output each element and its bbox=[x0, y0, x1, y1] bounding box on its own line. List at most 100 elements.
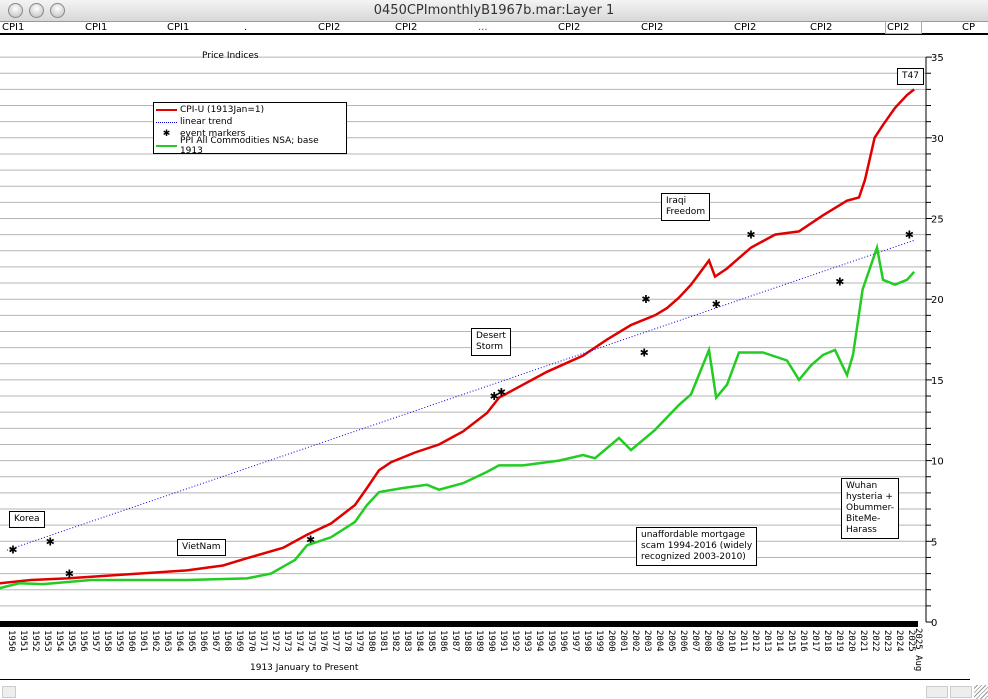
x-tick-label: 1965 bbox=[186, 630, 196, 652]
event-marker: ✱ bbox=[46, 535, 55, 548]
x-tick-label: 1960 bbox=[126, 630, 136, 652]
event-marker: ✱ bbox=[746, 229, 755, 242]
series-tab[interactable]: . bbox=[244, 22, 248, 33]
event-marker: ✱ bbox=[640, 346, 649, 359]
x-axis-bar bbox=[0, 621, 918, 627]
x-tick-label: 1986 bbox=[438, 630, 448, 652]
x-tick-label: 2020 bbox=[846, 630, 856, 652]
legend-label: CPI-U (1913Jan=1) bbox=[180, 105, 265, 115]
x-tick-label: 1979 bbox=[354, 630, 364, 652]
x-tick-label: 1984 bbox=[414, 630, 424, 652]
series-tab[interactable]: CPI1 bbox=[85, 22, 108, 33]
x-tick-label: 1991 bbox=[498, 630, 508, 652]
legend-item-markers: ✱ event markers bbox=[162, 129, 246, 139]
x-tick-label: 1993 bbox=[522, 630, 532, 652]
event-marker: ✱ bbox=[8, 543, 17, 556]
event-marker: ✱ bbox=[905, 229, 914, 242]
x-tick-label: 1988 bbox=[462, 630, 472, 652]
legend-item-trend: linear trend bbox=[156, 116, 344, 128]
series-tab[interactable]: CPI2 bbox=[810, 22, 833, 33]
resize-grip-icon[interactable] bbox=[974, 685, 988, 699]
annotation-iraqi-freedom: Iraqi Freedom bbox=[661, 193, 711, 221]
x-tick-label: 2008 bbox=[702, 630, 712, 652]
x-tick-label: 1958 bbox=[102, 630, 112, 652]
series-tab[interactable]: CPI2 bbox=[885, 21, 923, 34]
y-tick-label: 20 bbox=[931, 295, 944, 306]
x-tick-label: 1995 bbox=[546, 630, 556, 652]
x-tick-label: 2017 bbox=[810, 630, 820, 652]
x-tick-label: 1994 bbox=[534, 630, 544, 652]
x-tick-label: 1971 bbox=[258, 630, 268, 652]
x-tick-label: 2013 bbox=[762, 630, 772, 652]
series-bar: CPI1 CPI1 CPI1. CPI2 CPI2... CPI2 CPI2 CPI2 CPI2… bbox=[0, 21, 988, 35]
divider bbox=[0, 679, 970, 680]
series-tab[interactable]: CPI2 bbox=[395, 22, 418, 33]
x-tick-label: 1974 bbox=[294, 630, 304, 652]
legend-item-ppi: PPI All Commodities NSA; base 1913 bbox=[156, 136, 344, 156]
series-line-1 bbox=[6, 239, 915, 551]
series-tab[interactable]: CPI2 bbox=[734, 22, 757, 33]
event-marker: ✱ bbox=[490, 390, 499, 403]
y-tick-label: 10 bbox=[931, 457, 944, 468]
x-axis-title: 1913 January to Present bbox=[250, 663, 359, 673]
x-tick-label: 1957 bbox=[90, 630, 100, 652]
x-tick-label: 2012 bbox=[750, 630, 760, 652]
x-tick-label: 2011 bbox=[738, 630, 748, 652]
x-tick-label: 2015 bbox=[786, 630, 796, 652]
event-marker: ✱ bbox=[306, 534, 315, 547]
series-tab[interactable]: CPI1 bbox=[2, 22, 25, 33]
x-tick-label: 1989 bbox=[474, 630, 484, 652]
x-tick-label: 1983 bbox=[402, 630, 412, 652]
y-tick-label: 0 bbox=[931, 618, 937, 629]
x-tick-label: 2000 bbox=[606, 630, 616, 652]
annotation-desert-storm: Desert Storm bbox=[471, 328, 511, 356]
horizontal-scrollbar[interactable] bbox=[2, 686, 16, 698]
x-tick-label: 1978 bbox=[342, 630, 352, 652]
x-tick-label: 1998 bbox=[582, 630, 592, 652]
series-tab[interactable]: ... bbox=[478, 22, 488, 33]
x-tick-label: 1964 bbox=[174, 630, 184, 652]
event-marker: ✱ bbox=[65, 568, 74, 581]
x-tick-label: 1976 bbox=[318, 630, 328, 652]
x-tick-label: 2005 bbox=[666, 630, 676, 652]
x-tick-label: 1951 bbox=[18, 630, 28, 652]
x-tick-label: 1990 bbox=[486, 630, 496, 652]
x-tick-label: 1963 bbox=[162, 630, 172, 652]
legend: CPI-U (1913Jan=1) linear trend ✱ event ma… bbox=[153, 102, 347, 156]
x-tick-label: 2007 bbox=[690, 630, 700, 652]
event-marker: ✱ bbox=[712, 298, 721, 311]
series-line-0 bbox=[0, 88, 915, 585]
scroll-right-button[interactable] bbox=[950, 686, 972, 698]
legend-item-cpi: CPI-U (1913Jan=1) bbox=[156, 104, 344, 116]
scroll-left-button[interactable] bbox=[926, 686, 948, 698]
minimize-button[interactable] bbox=[29, 3, 44, 18]
x-tick-label: 1967 bbox=[210, 630, 220, 652]
x-tick-label: 1972 bbox=[270, 630, 280, 652]
series-tab[interactable]: CPI2 bbox=[318, 22, 341, 33]
series-tab[interactable]: CPI2 bbox=[641, 22, 664, 33]
y-tick-label: 15 bbox=[931, 376, 944, 387]
x-tick-label: 1973 bbox=[282, 630, 292, 652]
x-tick-label: 2024 bbox=[894, 630, 904, 652]
title-bar: 0450CPImonthlyB1967b.mar:Layer 1 bbox=[0, 0, 988, 22]
x-tick-label: 1977 bbox=[330, 630, 340, 652]
x-tick-label: 1981 bbox=[378, 630, 388, 652]
x-tick-label: 1959 bbox=[114, 630, 124, 652]
y-tick-label: 5 bbox=[931, 537, 937, 548]
close-button[interactable] bbox=[8, 3, 23, 18]
series-tab[interactable]: CPI2 bbox=[558, 22, 581, 33]
annotation-korea: Korea bbox=[9, 511, 45, 528]
x-tick-label: 1980 bbox=[366, 630, 376, 652]
legend-label: PPI All Commodities NSA; base 1913 bbox=[179, 136, 319, 156]
x-tick-label: 1956 bbox=[78, 630, 88, 652]
event-marker: ✱ bbox=[641, 293, 650, 306]
zoom-button[interactable] bbox=[50, 3, 65, 18]
x-tick-label: 2019 bbox=[834, 630, 844, 652]
x-tick-label: 1950 bbox=[6, 630, 16, 652]
series-tab[interactable]: CP bbox=[962, 22, 976, 33]
legend-label: event markers bbox=[180, 129, 246, 139]
x-tick-label: 1987 bbox=[450, 630, 460, 652]
annotation-vietnam: VietNam bbox=[177, 539, 226, 556]
series-tab[interactable]: CPI1 bbox=[167, 22, 190, 33]
